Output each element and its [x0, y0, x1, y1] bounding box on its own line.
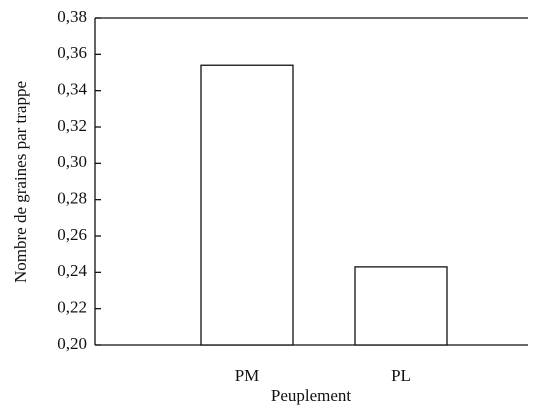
y-tick-label: 0,38: [57, 7, 87, 26]
y-axis-label: Nombre de graines par trappe: [11, 81, 30, 283]
y-tick-label: 0,22: [57, 298, 87, 317]
y-tick-label: 0,36: [57, 43, 87, 62]
y-tick-label: 0,32: [57, 116, 87, 135]
x-tick-label: PM: [235, 366, 260, 385]
y-tick-label: 0,34: [57, 80, 87, 99]
y-tick-label: 0,24: [57, 261, 87, 280]
y-tick-label: 0,26: [57, 225, 87, 244]
bar: [200, 64, 294, 346]
y-tick-label: 0,28: [57, 189, 87, 208]
y-tick-label: 0,30: [57, 152, 87, 171]
bar: [354, 266, 448, 346]
y-tick-label: 0,20: [57, 334, 87, 353]
x-tick-label: PL: [391, 366, 411, 385]
x-axis-label: Peuplement: [271, 386, 352, 405]
